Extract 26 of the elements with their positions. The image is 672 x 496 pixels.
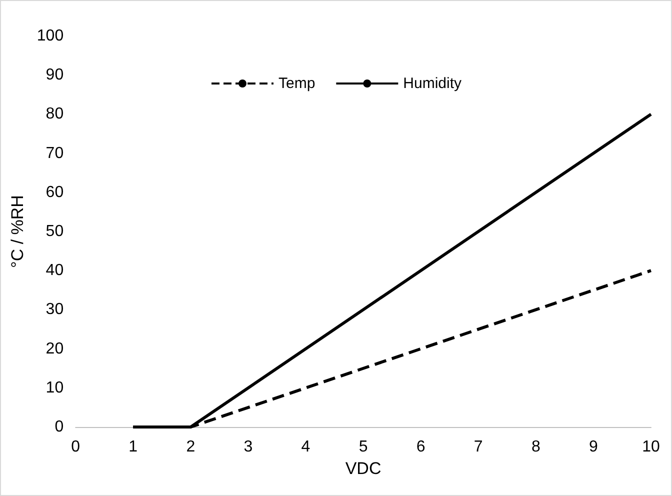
x-tick-label: 2 [186, 438, 196, 456]
y-tick-label: 50 [46, 223, 64, 240]
x-axis-title: VDC [345, 459, 382, 478]
y-tick-label: 80 [46, 106, 64, 123]
x-tick-label: 10 [642, 438, 660, 456]
x-tick-label: 1 [128, 438, 138, 456]
y-axis-title: °C / %RH [8, 195, 27, 268]
x-tick-label: 0 [71, 438, 80, 456]
legend-label: Humidity [403, 75, 462, 92]
y-tick-label: 100 [36, 28, 64, 44]
x-tick-label: 8 [531, 438, 540, 456]
y-tick-label: 60 [46, 184, 64, 201]
legend-label: Temp [278, 75, 316, 92]
y-tick-label: 70 [46, 144, 64, 162]
x-tick-label: 6 [416, 438, 426, 456]
y-tick-label: 0 [54, 418, 64, 436]
y-tick-label: 30 [46, 301, 64, 318]
x-tick-label: 7 [474, 438, 483, 456]
x-tick-label: 5 [358, 438, 368, 456]
x-tick-label: 9 [589, 438, 598, 456]
x-tick-label: 4 [301, 438, 310, 456]
x-tick-label: 3 [244, 438, 253, 456]
y-tick-label: 90 [46, 66, 64, 84]
y-tick-label: 10 [46, 379, 64, 396]
y-tick-label: 20 [46, 340, 64, 358]
y-tick-label: 40 [46, 262, 64, 280]
